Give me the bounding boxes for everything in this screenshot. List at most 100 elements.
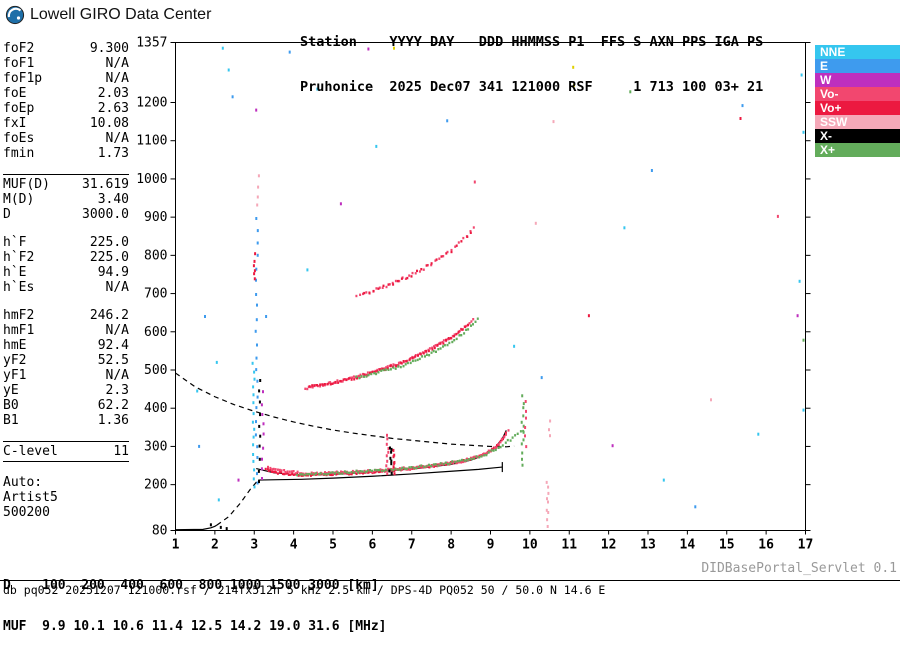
parameter-row: yE 2.3 — [3, 383, 129, 398]
spread-column — [548, 419, 552, 438]
parameter-row: Artist5 — [3, 490, 129, 505]
parameter-label: 500200 — [3, 505, 50, 520]
line-muf-transmission-curve — [175, 372, 515, 448]
legend-item-x+: X+ — [815, 143, 900, 157]
spread-column — [392, 448, 396, 476]
trace-F-trace-3rd-order-pink — [355, 226, 475, 298]
parameter-value: N/A — [105, 280, 129, 295]
trace-F-trace-1st-order-red — [264, 431, 507, 477]
trace-F-trace-1st-order-green — [296, 429, 525, 477]
parameter-label: yF2 — [3, 353, 27, 368]
parameter-label: yF1 — [3, 368, 27, 383]
x-tick-label: 5 — [329, 538, 337, 553]
parameter-label: h`F — [3, 235, 27, 250]
spread-column — [260, 390, 265, 480]
parameter-row: h`F 225.0 — [3, 235, 129, 250]
parameter-row: B0 62.2 — [3, 398, 129, 413]
spread-column — [252, 252, 257, 281]
parameter-row: C-level 11 — [3, 444, 129, 459]
footer-separator — [0, 580, 900, 581]
trace-F-trace-2nd-order-red — [308, 323, 470, 388]
noise-echoes — [196, 46, 805, 531]
trace-F-trace-3rd-order-red — [363, 231, 472, 295]
dmuf-muf-row: MUF 9.9 10.1 10.6 11.4 12.5 14.2 19.0 31… — [3, 618, 387, 634]
parameter-label: M(D) — [3, 192, 35, 207]
y-tick-label: 900 — [144, 210, 167, 225]
legend-item-ssw: SSW — [815, 115, 900, 129]
parameter-label: h`Es — [3, 280, 35, 295]
station-header: Station YYYY DAY DDD HHMMSS P1 FFS S AXN… — [300, 5, 763, 110]
brand[interactable]: Lowell GIRO Data Center — [5, 5, 211, 25]
parameter-value: 3.40 — [97, 192, 129, 207]
parameter-value: N/A — [105, 56, 129, 71]
parameter-row: h`Es N/A — [3, 280, 129, 295]
plot-frame — [175, 42, 806, 531]
x-tick-label: 11 — [561, 538, 577, 553]
parameter-row: MUF(D) 31.619 — [3, 177, 129, 192]
x-tick-label: 13 — [640, 538, 656, 553]
station-header-values: Pruhonice 2025 Dec07 341 121000 RSF 1 71… — [300, 79, 764, 95]
parameter-label: B1 — [3, 413, 19, 428]
legend-item-e: E — [815, 59, 900, 73]
y-tick-label: 800 — [144, 248, 167, 263]
parameter-label: foF1 — [3, 56, 35, 71]
x-tick-label: 16 — [758, 538, 774, 553]
parameter-value: 2.63 — [97, 101, 129, 116]
y-tick-label: 1357 — [136, 36, 167, 51]
parameter-label: foEs — [3, 131, 35, 146]
parameter-row: hmF2 246.2 — [3, 308, 129, 323]
parameter-label: fmin — [3, 146, 35, 161]
y-tick-label: 1000 — [136, 172, 167, 187]
parameter-row: foEs N/A — [3, 131, 129, 146]
parameter-label: D — [3, 207, 11, 222]
parameter-group: foF2 9.300 foF1 N/A foF1p N/A foE 2.03 foEp 2.63 f… — [3, 41, 129, 161]
x-tick-label: 9 — [487, 538, 495, 553]
parameter-row: 500200 — [3, 505, 129, 520]
parameter-value: N/A — [105, 368, 129, 383]
x-tick-label: 1 — [172, 538, 180, 553]
parameter-label: Artist5 — [3, 490, 58, 505]
parameter-row: hmE 92.4 — [3, 338, 129, 353]
x-tick-label: 3 — [250, 538, 258, 553]
status-line: db pq052 20251207 121000.rsf / 214fx512h… — [3, 583, 606, 597]
parameter-group: h`F 225.0 h`F2 225.0 h`E 94.9 h`Es N/A — [3, 235, 129, 295]
parameter-group: Auto: Artist5 500200 — [3, 475, 129, 520]
parameter-value: 92.4 — [97, 338, 129, 353]
parameter-value: 31.619 — [82, 177, 129, 192]
parameter-label: foF2 — [3, 41, 35, 56]
x-tick-label: 6 — [368, 538, 376, 553]
parameter-value: 2.03 — [97, 86, 129, 101]
parameter-value: 52.5 — [97, 353, 129, 368]
parameter-row: h`E 94.9 — [3, 265, 129, 280]
y-axis: 80 200 300 400 500 600 700 800 900 1000 1100 1200 13… — [136, 36, 811, 539]
brand-title: Lowell GIRO Data Center — [30, 6, 212, 23]
spread-column — [251, 361, 256, 489]
spread-column — [388, 446, 393, 475]
parameter-row: foF1p N/A — [3, 71, 129, 86]
parameter-value: 2.3 — [105, 383, 129, 398]
x-tick-label: 2 — [211, 538, 219, 553]
parameter-row: yF2 52.5 — [3, 353, 129, 368]
parameter-row: fxI 10.08 — [3, 116, 129, 131]
y-tick-label: 1200 — [136, 95, 167, 110]
y-tick-label: 1100 — [136, 134, 167, 149]
parameter-label: fxI — [3, 116, 27, 131]
parameter-value: N/A — [105, 71, 129, 86]
parameter-value: 246.2 — [89, 308, 129, 323]
parameter-value: 3000.0 — [82, 207, 129, 222]
parameter-label: h`F2 — [3, 250, 35, 265]
parameter-label: foF1p — [3, 71, 43, 86]
parameter-row: foEp 2.63 — [3, 101, 129, 116]
parameter-label: C-level — [3, 444, 58, 459]
echo-direction-legend: NNE E W Vo- Vo+ SSW X- X+ — [815, 45, 900, 157]
parameter-label: foEp — [3, 101, 35, 116]
spread-column — [545, 480, 550, 528]
legend-item-nne: NNE — [815, 45, 900, 59]
parameter-value: 94.9 — [97, 265, 129, 280]
trace-F-trace-2nd-order-pink — [304, 318, 475, 391]
spread-column — [385, 433, 390, 476]
y-tick-label: 700 — [144, 287, 167, 302]
parameter-value: 62.2 — [97, 398, 129, 413]
parameter-value: 1.73 — [97, 146, 129, 161]
parameter-value: 9.300 — [89, 41, 129, 56]
